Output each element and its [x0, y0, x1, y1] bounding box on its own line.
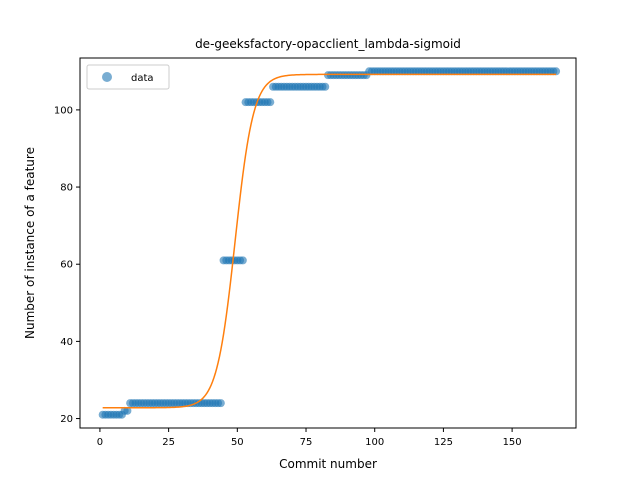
data-point: [266, 98, 275, 107]
y-tick-label: 100: [54, 105, 73, 116]
x-tick-label: 125: [434, 437, 453, 448]
x-axis: 0 25 50 75 100 125 150: [97, 428, 522, 448]
plot-area: [98, 67, 561, 419]
x-tick-label: 50: [231, 437, 244, 448]
y-axis-title: Number of instance of a feature: [23, 147, 37, 339]
data-point: [321, 82, 330, 91]
data-point: [123, 406, 132, 415]
legend: data: [86, 64, 170, 90]
x-tick-label: 25: [162, 437, 175, 448]
data-point: [216, 399, 225, 408]
x-tick-label: 100: [365, 437, 384, 448]
y-tick-label: 80: [60, 183, 73, 194]
legend-marker-data: [102, 72, 112, 82]
x-tick-label: 150: [503, 437, 522, 448]
y-axis: 20 40 60 80 100: [54, 105, 80, 425]
y-tick-label: 20: [60, 414, 73, 425]
y-tick-label: 60: [60, 260, 73, 271]
data-point: [238, 256, 247, 265]
plot-frame: [79, 57, 577, 429]
legend-label-data: data: [131, 73, 154, 84]
chart-title: de-geeksfactory-opacclient_lambda-sigmoi…: [195, 37, 461, 51]
y-tick-label: 40: [60, 337, 73, 348]
x-tick-label: 0: [97, 437, 103, 448]
legend-box: [86, 64, 170, 90]
x-axis-title: Commit number: [279, 457, 377, 471]
sigmoid-fit-line: [102, 73, 557, 409]
x-tick-label: 75: [300, 437, 313, 448]
data-point: [552, 67, 561, 76]
